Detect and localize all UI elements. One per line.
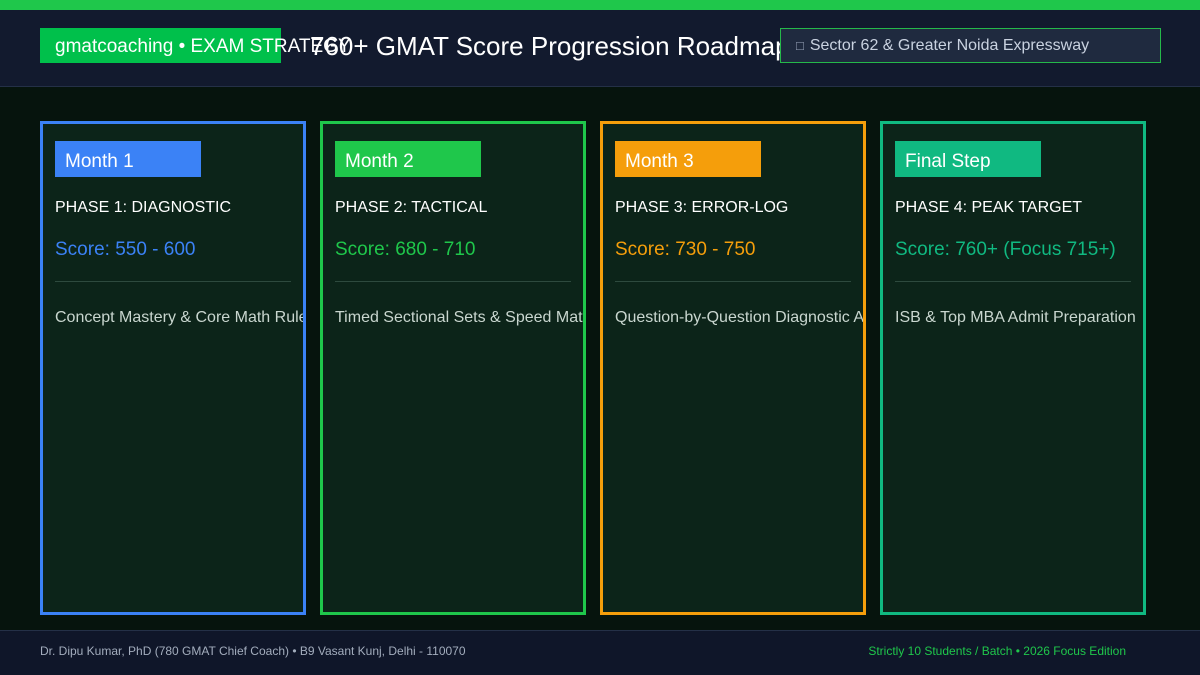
phase-score: Score: 680 - 710 — [335, 239, 476, 260]
phase-description: Question-by-Question Diagnostic Audit — [615, 309, 866, 326]
header: gmatcoaching • EXAM STRATEGY 760+ GMAT S… — [0, 10, 1200, 87]
phase-score: Score: 730 - 750 — [615, 239, 756, 260]
phase-title: PHASE 1: DIAGNOSTIC — [55, 199, 232, 216]
phase-score: Score: 550 - 600 — [55, 239, 196, 260]
phase-tag: Final Step — [895, 141, 1041, 177]
phase-tag: Month 1 — [55, 141, 201, 177]
page-title: 760+ GMAT Score Progression Roadmap — [310, 31, 790, 61]
footer-credits: Dr. Dipu Kumar, PhD (780 GMAT Chief Coac… — [40, 644, 466, 658]
phase-tag: Month 3 — [615, 141, 761, 177]
roadmap-section: Month 1 PHASE 1: DIAGNOSTIC Score: 550 -… — [0, 88, 1200, 630]
brand-badge: gmatcoaching • EXAM STRATEGY — [40, 28, 351, 63]
phase-title: PHASE 2: TACTICAL — [335, 199, 488, 216]
footer-batch-info: Strictly 10 Students / Batch • 2026 Focu… — [868, 644, 1126, 658]
card-divider — [895, 281, 1131, 282]
phase-title: PHASE 4: PEAK TARGET — [895, 199, 1083, 216]
phase-description: Timed Sectional Sets & Speed Math — [335, 309, 586, 326]
phase-card-3: Month 3 PHASE 3: ERROR-LOG Score: 730 - … — [600, 121, 866, 615]
card-divider — [335, 281, 571, 282]
phase-description: ISB & Top MBA Admit Preparation — [895, 309, 1136, 326]
top-accent-bar — [0, 0, 1200, 10]
phase-score: Score: 760+ (Focus 715+) — [895, 239, 1116, 260]
phase-card-2: Month 2 PHASE 2: TACTICAL Score: 680 - 7… — [320, 121, 586, 615]
phase-card-4: Final Step PHASE 4: PEAK TARGET Score: 7… — [880, 121, 1146, 615]
phase-card-1: Month 1 PHASE 1: DIAGNOSTIC Score: 550 -… — [40, 121, 306, 615]
location-text: Sector 62 & Greater Noida Expressway — [809, 37, 1090, 54]
phase-description: Concept Mastery & Core Math Rules — [55, 309, 306, 326]
card-divider — [615, 281, 851, 282]
phase-title: PHASE 3: ERROR-LOG — [615, 199, 789, 216]
footer: Dr. Dipu Kumar, PhD (780 GMAT Chief Coac… — [0, 630, 1200, 675]
card-divider — [55, 281, 291, 282]
phase-tag: Month 2 — [335, 141, 481, 177]
location-box: □ Sector 62 & Greater Noida Expressway — [780, 28, 1161, 63]
pin-icon: □ — [796, 38, 804, 53]
